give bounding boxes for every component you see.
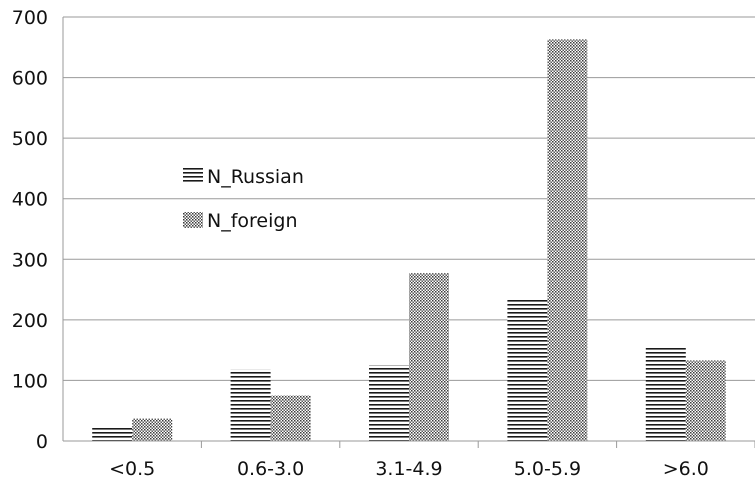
legend: N_Russian N_foreign	[183, 166, 304, 232]
bars	[92, 39, 726, 441]
bar-n-foreign	[132, 418, 173, 441]
x-axis-ticks: <0.5 0.6-3.0 3.1-4.9 5.0-5.9 >6.0	[109, 458, 709, 480]
legend-label: N_foreign	[207, 210, 298, 232]
x-tick-label: 0.6-3.0	[237, 458, 304, 480]
y-tick-label: 100	[12, 370, 48, 392]
bar-n-foreign	[409, 273, 449, 441]
bar-n-foreign	[270, 395, 311, 441]
y-tick-label: 0	[36, 431, 48, 453]
y-tick-label: 400	[12, 189, 48, 211]
bar-n-foreign	[685, 360, 726, 441]
bar-n-russian	[507, 299, 548, 441]
bar-n-russian	[369, 365, 409, 441]
y-tick-label: 300	[12, 249, 48, 271]
x-tick-label: <0.5	[109, 458, 155, 480]
bar-n-russian	[92, 427, 133, 441]
legend-swatch	[183, 168, 203, 184]
bar-n-foreign	[547, 39, 588, 441]
y-tick-label: 600	[12, 68, 48, 90]
y-tick-label: 500	[12, 128, 48, 150]
x-tick-label: >6.0	[663, 458, 709, 480]
x-tick-label: 5.0-5.9	[514, 458, 581, 480]
legend-swatch	[183, 212, 203, 228]
y-tick-label: 200	[12, 310, 48, 332]
bar-n-russian	[645, 347, 686, 441]
gridlines	[63, 16, 755, 381]
y-axis-ticks: 0 100 200 300 400 500 600 700	[12, 7, 48, 453]
x-tick-label: 3.1-4.9	[375, 458, 442, 480]
bar-n-russian	[230, 369, 271, 441]
legend-label: N_Russian	[207, 166, 304, 188]
axes	[62, 17, 755, 448]
y-tick-label: 700	[12, 7, 48, 29]
